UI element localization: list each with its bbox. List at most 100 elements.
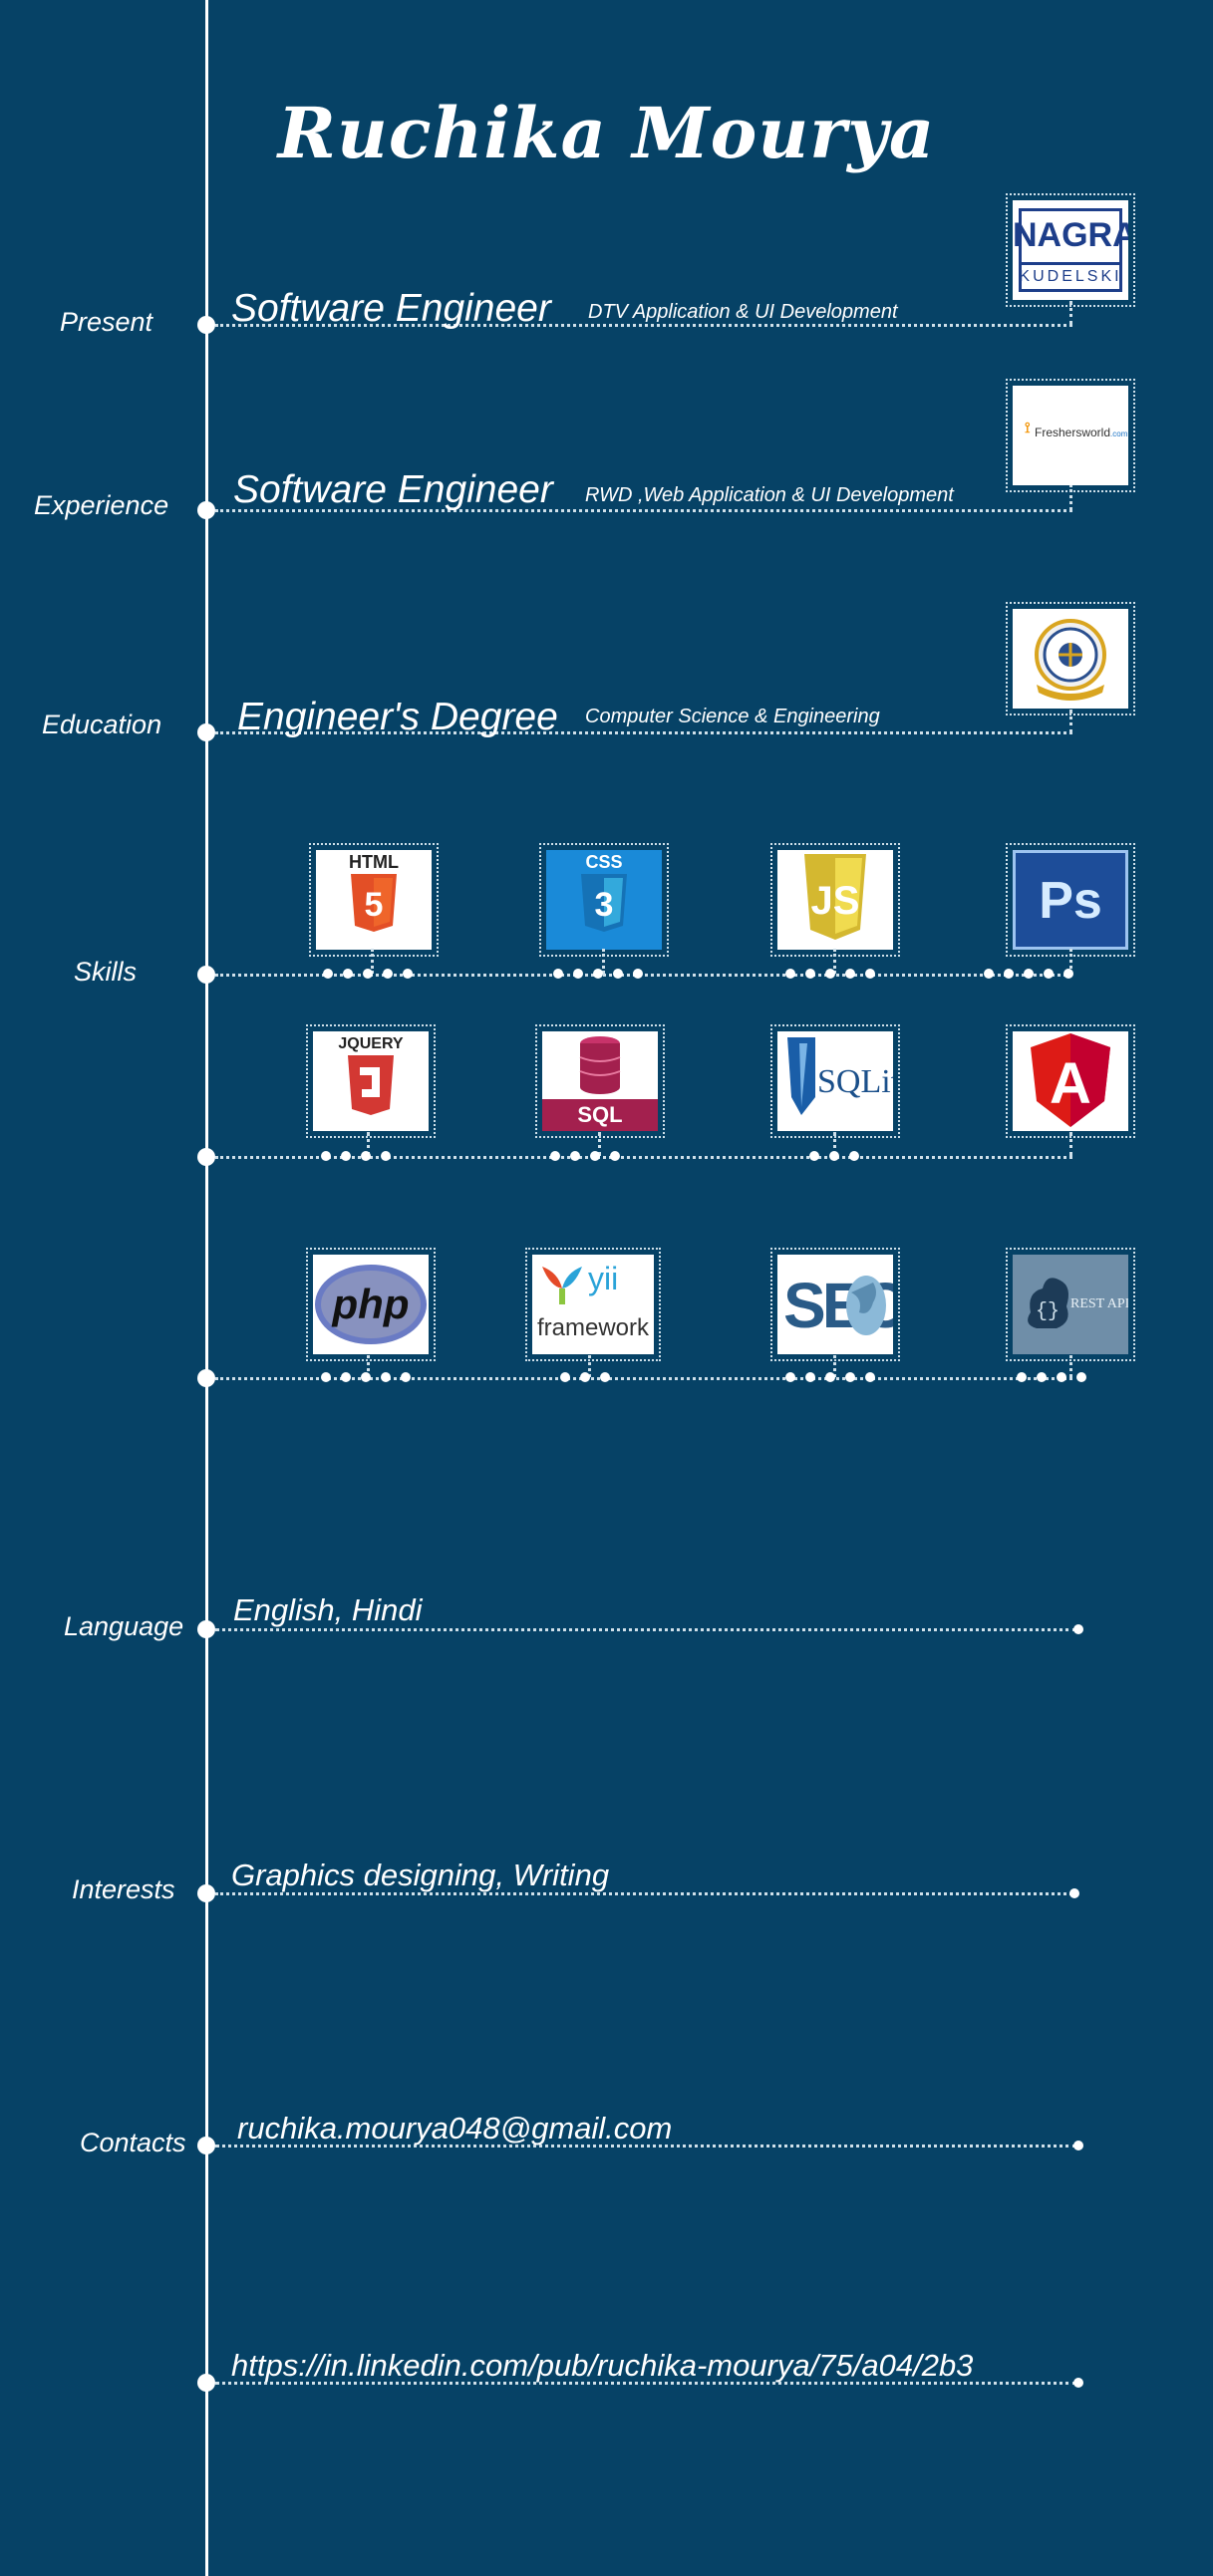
seo-logo: SEO xyxy=(770,1248,900,1361)
present-detail: DTV Application & UI Development xyxy=(588,301,898,323)
angular-logo: A xyxy=(1006,1024,1135,1138)
globe-icon xyxy=(846,1276,886,1335)
contact-email-link[interactable]: ruchika.mourya048@gmail.com xyxy=(237,2111,673,2146)
js-label: JS xyxy=(811,879,860,923)
logo-connector xyxy=(1069,301,1072,325)
timeline-node xyxy=(197,316,215,334)
photoshop-logo: Ps xyxy=(1006,843,1135,957)
skill-connector xyxy=(1069,1132,1072,1156)
css3-shield-icon: 3 xyxy=(581,874,627,932)
timeline-connector xyxy=(215,1377,1072,1380)
skill-connector xyxy=(367,1355,370,1377)
skill-connector xyxy=(367,1132,370,1156)
jquery-label: JQUERY xyxy=(338,1035,404,1052)
js-shield-icon: JS xyxy=(804,854,866,940)
skill-level-dots xyxy=(553,969,643,979)
svg-text:3: 3 xyxy=(595,886,614,924)
angular-shield-icon: A xyxy=(1031,1033,1110,1127)
timeline-axis xyxy=(205,0,208,2576)
timeline-connector xyxy=(215,1628,1076,1631)
timeline-node xyxy=(197,1369,215,1387)
php-logo: php xyxy=(306,1248,436,1361)
html5-shield-icon: 5 xyxy=(351,874,397,932)
skill-level-dots xyxy=(323,969,413,979)
skill-level-dots xyxy=(785,1372,875,1382)
freshersworld-wordmark: Freshersworld xyxy=(1035,426,1111,439)
college-seal-logo xyxy=(1006,602,1135,716)
css3-logo: CSS 3 xyxy=(539,843,669,957)
connector-end-dot xyxy=(1069,1888,1079,1898)
timeline-connector xyxy=(215,324,1072,327)
skill-connector xyxy=(1069,949,1072,974)
sql-logo: SQL xyxy=(535,1024,665,1138)
skill-level-dots xyxy=(550,1151,620,1161)
skill-connector xyxy=(602,949,605,974)
sqlite-logo: SQLite xyxy=(770,1024,900,1138)
ps-label: Ps xyxy=(1039,872,1102,930)
timeline-connector xyxy=(215,509,1072,512)
timeline-node xyxy=(197,2137,215,2154)
college-seal-icon xyxy=(1035,619,1106,701)
css-label: CSS xyxy=(585,852,623,872)
timeline-connector xyxy=(215,731,1072,734)
timeline-node xyxy=(197,501,215,519)
framework-label: framework xyxy=(536,1314,650,1341)
skill-connector xyxy=(833,1355,836,1377)
timeline-node xyxy=(197,1148,215,1166)
skill-level-dots xyxy=(984,969,1073,979)
experience-detail: RWD ,Web Application & UI Development xyxy=(585,484,954,506)
skill-connector xyxy=(588,1355,591,1377)
timeline-connector xyxy=(215,1892,1072,1895)
page-title: Ruchika Mourya xyxy=(277,92,936,174)
html-label: HTML xyxy=(349,852,399,872)
kudelski-wordmark: KUDELSKI xyxy=(1019,268,1122,285)
svg-text:5: 5 xyxy=(365,886,384,924)
connector-end-dot xyxy=(1073,2141,1083,2150)
row-label-language: Language xyxy=(64,1611,184,1641)
jquery-logo: JQUERY xyxy=(306,1024,436,1138)
timeline-node xyxy=(197,966,215,984)
education-detail: Computer Science & Engineering xyxy=(585,706,880,727)
nagra-kudelski-logo: NAGRA KUDELSKI xyxy=(1006,193,1135,307)
rest-api-label: REST API xyxy=(1070,1296,1128,1311)
skill-level-dots xyxy=(321,1372,411,1382)
sqlite-feather-icon xyxy=(787,1037,815,1115)
svg-text:{}: {} xyxy=(1036,1300,1060,1323)
skill-connector xyxy=(833,949,836,974)
timeline-connector xyxy=(215,2145,1076,2147)
php-label: php xyxy=(332,1281,410,1327)
row-label-contacts: Contacts xyxy=(80,2128,186,2157)
javascript-logo: JS xyxy=(770,843,900,957)
sqlite-label: SQLite xyxy=(817,1063,893,1100)
connector-end-dot xyxy=(1073,1624,1083,1634)
experience-title: Software Engineer xyxy=(233,468,553,511)
logo-connector xyxy=(1069,710,1072,733)
angular-label: A xyxy=(1050,1051,1091,1116)
freshersworld-logo: ⟟ Freshersworld.com xyxy=(1006,379,1135,492)
connector-end-dot xyxy=(1073,2378,1083,2388)
yii-framework-logo: yii framework xyxy=(525,1248,661,1361)
language-value: English, Hindi xyxy=(233,1592,423,1627)
timeline-connector xyxy=(215,1156,1072,1159)
row-label-present: Present xyxy=(60,307,153,337)
timeline-node xyxy=(197,1620,215,1638)
skill-connector xyxy=(371,949,374,974)
php-ellipse-icon: php xyxy=(315,1265,427,1344)
timeline-node xyxy=(197,2374,215,2392)
rest-api-logo: {} REST API xyxy=(1006,1248,1135,1361)
cloud-api-icon: {} xyxy=(1028,1278,1068,1328)
jquery-shield-icon xyxy=(348,1055,394,1115)
yii-leaf-icon xyxy=(542,1267,582,1304)
contact-linkedin-link[interactable]: https://in.linkedin.com/pub/ruchika-mour… xyxy=(231,2348,974,2383)
skill-level-dots xyxy=(1017,1372,1086,1382)
row-label-experience: Experience xyxy=(34,490,169,520)
skill-connector xyxy=(598,1132,601,1156)
html5-logo: HTML 5 xyxy=(309,843,439,957)
row-label-skills: Skills xyxy=(74,957,138,987)
logo-connector xyxy=(1069,484,1072,510)
skill-level-dots xyxy=(809,1151,859,1161)
skill-level-dots xyxy=(785,969,875,979)
interests-value: Graphics designing, Writing xyxy=(231,1858,610,1892)
sql-label: SQL xyxy=(542,1099,658,1131)
education-title: Engineer's Degree xyxy=(237,696,558,738)
